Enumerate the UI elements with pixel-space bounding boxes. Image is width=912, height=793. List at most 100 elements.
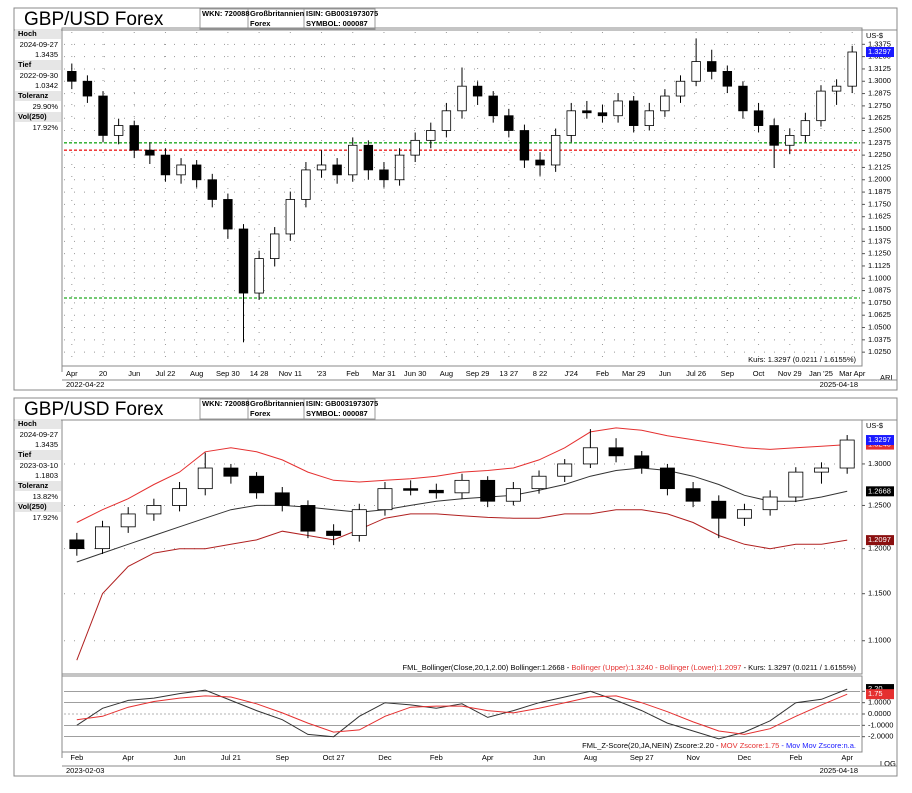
- x-tick-label: 8 22: [533, 369, 548, 378]
- x-tick-label: Jul 26: [686, 369, 706, 378]
- candle-body: [113, 125, 124, 136]
- candle-body: [454, 479, 470, 494]
- candle-body: [120, 513, 136, 528]
- info-value: 17.92%: [33, 513, 59, 522]
- plot-frame: [61, 419, 863, 675]
- info-value: 2024-09-27: [20, 430, 58, 439]
- candle-body: [685, 488, 701, 502]
- candle-body: [274, 492, 290, 506]
- panel-frame: [13, 397, 898, 777]
- candle-body: [634, 455, 650, 469]
- y-tick-label: 1.3000: [868, 76, 891, 85]
- info-value: 2022-09-30: [20, 71, 58, 80]
- info-label: Hoch: [18, 29, 37, 38]
- x-tick-label: '23: [317, 369, 327, 378]
- x-tick-label: Sep 27: [630, 753, 654, 762]
- candle-body: [145, 149, 155, 156]
- candle-body: [410, 139, 420, 156]
- price-tag: [866, 46, 894, 57]
- info-label-bg: [15, 481, 61, 491]
- candle-body: [738, 85, 748, 112]
- series-line: [76, 427, 848, 523]
- x-tick-label: Sep: [276, 753, 289, 762]
- candle-body: [238, 228, 249, 294]
- candle-body: [379, 169, 389, 181]
- price-tag: [866, 689, 894, 700]
- candle-body: [557, 463, 573, 477]
- candle-body: [847, 51, 857, 87]
- y-tick-label: 1.2875: [868, 89, 891, 98]
- candle-body: [472, 85, 483, 97]
- candle-body: [762, 496, 778, 511]
- scale-mode: LOG: [880, 759, 896, 768]
- candle-body: [504, 115, 514, 131]
- candle-body: [505, 488, 521, 502]
- candle-body: [394, 154, 405, 181]
- x-tick-label: Aug: [190, 369, 203, 378]
- date-start: 2023-02-03: [66, 766, 104, 775]
- info-label: Hoch: [18, 419, 37, 428]
- y-tick-label: 1.3000: [868, 459, 891, 468]
- x-tick-label: Sep 30: [216, 369, 240, 378]
- candle-body: [722, 71, 733, 87]
- candle-body: [441, 110, 452, 131]
- candle-body: [351, 509, 367, 536]
- date-end: 2025-04-18: [820, 766, 858, 775]
- y-tick-label: 1.2000: [868, 175, 891, 184]
- x-tick-label: Jun: [128, 369, 140, 378]
- candle-body: [711, 500, 727, 519]
- candle-body: [69, 539, 85, 550]
- x-tick-label: Jun 30: [404, 369, 427, 378]
- price-tag: [866, 435, 894, 446]
- y-tick-label: 1.0750: [868, 298, 891, 307]
- legend-entry: Kurs: 1.3297 (0.0211 / 1.6155%): [748, 355, 856, 364]
- x-tick-label: Apr: [841, 753, 853, 762]
- x-tick-label: Jun: [533, 753, 545, 762]
- candle-body: [146, 505, 162, 515]
- info-label: Vol(250): [18, 112, 47, 121]
- y-tick-label: 1.2375: [868, 138, 891, 147]
- y-tick-label: 1.1250: [868, 249, 891, 258]
- y-tick-label: 1.1750: [868, 199, 891, 208]
- y-tick-label: 1.3125: [868, 64, 891, 73]
- candle-body: [428, 489, 444, 494]
- series-line: [76, 693, 848, 735]
- candle-body: [223, 199, 233, 230]
- x-tick-label: Dec: [738, 753, 752, 762]
- candle-body: [628, 100, 639, 126]
- legend-entry: Bollinger (Upper):1.3240 - Bollinger (Lo…: [571, 663, 741, 672]
- x-tick-label: Apr: [66, 369, 78, 378]
- candle-body: [675, 80, 686, 97]
- candle-body: [377, 488, 393, 511]
- country: Großbritannien: [250, 9, 305, 18]
- y-tick-label: 1.0250: [868, 347, 891, 356]
- candle-body: [363, 144, 374, 171]
- x-tick-label: Apr: [122, 753, 134, 762]
- candle-body: [348, 144, 358, 176]
- candle-body: [316, 164, 327, 171]
- candle-body: [326, 530, 342, 536]
- candle-body: [191, 164, 202, 181]
- candle-body: [831, 85, 842, 92]
- candle-body: [488, 95, 498, 117]
- x-tick-label: Feb: [596, 369, 609, 378]
- candle-body: [207, 179, 217, 200]
- market: Forex: [250, 409, 271, 418]
- candle-body: [535, 159, 545, 166]
- candle-body: [659, 467, 675, 490]
- candle-body: [67, 71, 77, 82]
- info-value: 29.90%: [33, 102, 59, 111]
- y-tick-label: 1.0500: [868, 323, 891, 332]
- candle-body: [98, 95, 108, 136]
- legend-entry: - Mov Mov Zscore:n.a.: [779, 741, 856, 750]
- info-label-bg: [15, 91, 61, 101]
- y-tick-label: 1.3375: [868, 39, 891, 48]
- info-value: 1.1803: [35, 471, 58, 480]
- candle-body: [613, 100, 623, 117]
- candle-body: [707, 61, 717, 72]
- x-tick-label: Jul 22: [155, 369, 175, 378]
- x-tick-label: Dec: [378, 753, 392, 762]
- y-tick-label: -2.0000: [868, 732, 893, 741]
- series-line: [76, 509, 848, 661]
- info-value: 17.92%: [33, 123, 59, 132]
